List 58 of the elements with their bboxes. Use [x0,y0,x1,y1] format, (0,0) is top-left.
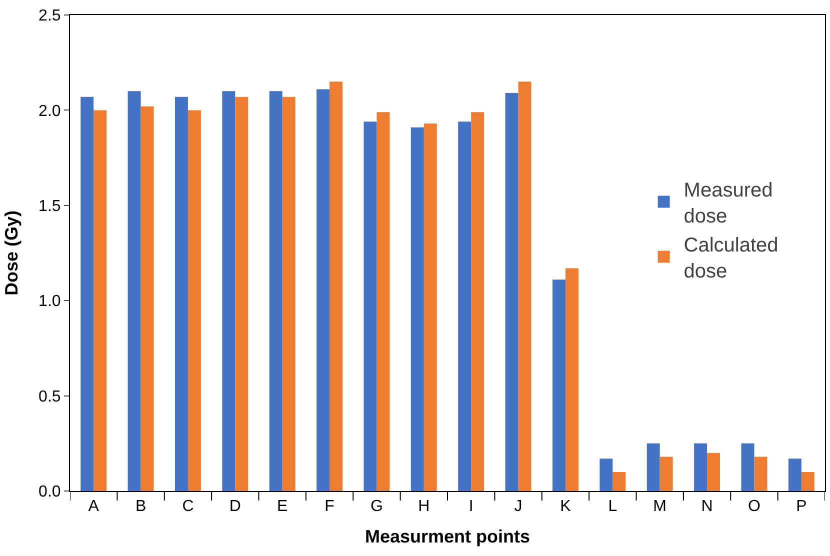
bar [471,112,484,491]
bar [754,456,768,491]
bar [694,443,708,491]
y-tick-label: 2.0 [38,102,61,120]
bar [140,106,154,491]
bar [316,89,330,491]
y-tick-label: 2.5 [38,8,61,25]
bar [612,472,626,491]
x-tick-label: H [418,498,430,516]
x-tick-label: P [796,498,807,516]
bar [660,456,673,491]
x-tick-label: C [182,498,194,516]
bar [188,110,201,491]
bar [222,91,236,491]
bar [235,96,248,491]
x-tick-label: E [277,498,288,516]
bar [600,458,613,491]
x-tick-label: L [608,498,618,516]
bar [505,93,518,491]
x-tick-label: N [701,498,713,516]
x-axis-title: Measurment points [364,526,530,546]
x-tick-label: A [88,498,100,516]
legend-label: Calculated dose [684,234,778,282]
bar [80,96,94,491]
bar [128,91,141,491]
bar [424,124,437,491]
y-tick-label: 1.5 [38,198,61,215]
y-tick-label: 0.0 [38,484,61,501]
bar [410,127,424,491]
x-tick-label: F [324,498,335,516]
y-tick-label: 1.0 [38,293,61,310]
y-axis-title: Dose (Gy) [2,210,22,296]
bar [788,458,802,491]
bar [518,82,532,491]
bar [646,443,660,491]
bar [552,280,566,491]
y-tick-label: 0.5 [38,388,61,406]
bar [269,91,282,491]
bar [376,112,390,491]
bar [174,96,188,491]
x-tick-label: D [229,498,241,516]
bar [707,452,720,491]
bar [458,122,472,491]
bar [330,82,343,491]
x-tick-label: I [468,498,474,516]
bar [94,110,107,491]
bar [801,472,814,491]
x-tick-label: B [135,498,146,516]
bar [282,96,296,491]
x-tick-label: J [514,498,522,516]
x-tick-label: O [748,498,760,516]
bar [741,443,754,491]
bar [364,122,377,491]
bar [565,268,578,491]
legend-label: Measured dose [684,180,773,228]
x-tick-label: G [370,498,383,516]
x-tick-label: K [560,498,572,516]
x-tick-label: M [653,498,667,516]
